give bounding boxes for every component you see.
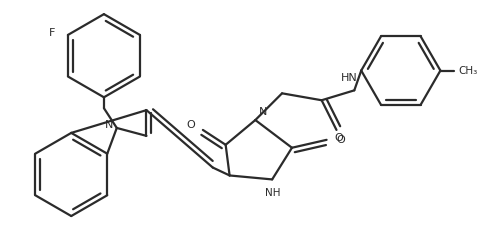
Text: HN: HN [341,73,358,84]
Text: O: O [187,120,195,130]
Text: F: F [49,28,55,38]
Text: O: O [336,135,345,145]
Text: N: N [105,120,113,130]
Text: NH: NH [265,188,281,198]
Text: N: N [259,107,267,117]
Text: CH₃: CH₃ [458,65,478,76]
Text: O: O [334,133,343,143]
